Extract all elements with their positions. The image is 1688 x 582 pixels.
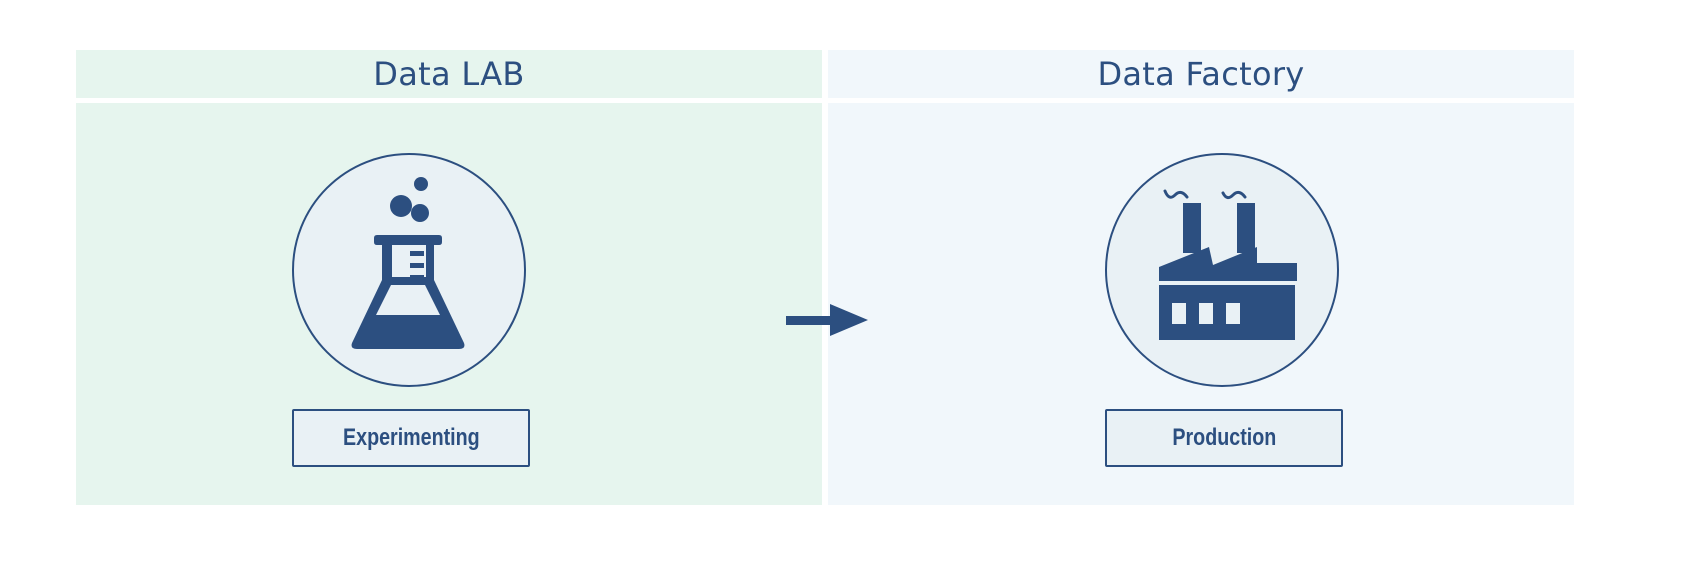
experimenting-label-text: Experimenting: [342, 424, 480, 451]
flow-arrow-icon: [786, 304, 868, 336]
data-factory-panel: Production: [828, 103, 1574, 505]
data-lab-title: Data LAB: [373, 55, 525, 93]
production-label: Production: [1105, 409, 1343, 467]
experimenting-label: Experimenting: [292, 409, 530, 467]
data-lab-panel: Experimenting: [76, 103, 822, 505]
data-lab-header: Data LAB: [76, 50, 822, 98]
data-factory-title: Data Factory: [1097, 55, 1305, 93]
flask-icon: [292, 153, 526, 387]
data-factory-header: Data Factory: [828, 50, 1574, 98]
production-label-text: Production: [1172, 424, 1276, 451]
factory-icon: [1105, 153, 1339, 387]
